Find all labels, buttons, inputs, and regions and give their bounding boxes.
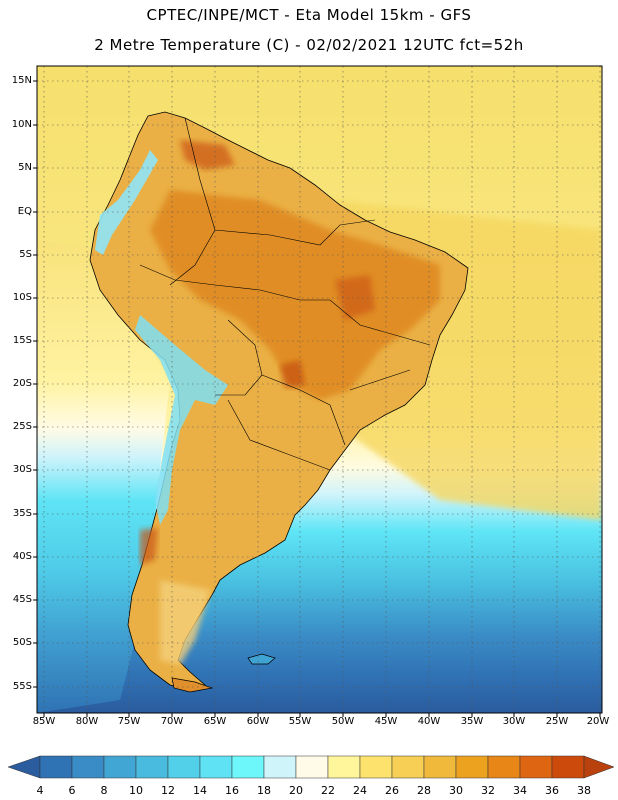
map-title-line-1: CPTEC/INPE/MCT - Eta Model 15km - GFS <box>146 6 472 24</box>
lon-label-45w: 45W <box>374 716 398 727</box>
colorbar-label-26: 26 <box>385 784 399 797</box>
colorbar-arrow-right <box>583 755 615 779</box>
colorbar-label-10: 10 <box>129 784 143 797</box>
country-borders <box>139 117 431 471</box>
lon-label-40w: 40W <box>417 716 441 727</box>
colorbar-seg-3 <box>135 755 169 779</box>
lat-label-eq: EQ <box>17 206 32 217</box>
lon-label-85w: 85W <box>32 716 56 727</box>
colorbar-seg-6 <box>231 755 265 779</box>
patagonia-cool <box>160 580 210 665</box>
colorbar-label-38: 38 <box>577 784 591 797</box>
colorbar-label-18: 18 <box>257 784 271 797</box>
colorbar-seg-11 <box>391 755 425 779</box>
grid-lines <box>37 66 602 713</box>
lon-label-75w: 75W <box>117 716 141 727</box>
colorbar-seg-8 <box>295 755 329 779</box>
lat-label-10n: 10N <box>11 119 32 130</box>
lat-label-5n: 5N <box>18 162 32 173</box>
colorbar-label-8: 8 <box>100 784 108 797</box>
colorbar-seg-7 <box>263 755 297 779</box>
lon-label-80w: 80W <box>75 716 99 727</box>
lon-label-50w: 50W <box>331 716 355 727</box>
lat-label-25s: 25S <box>12 421 32 432</box>
colorbar-label-16: 16 <box>225 784 239 797</box>
colorbar-label-22: 22 <box>321 784 335 797</box>
lat-label-10s: 10S <box>12 292 32 303</box>
colorbar-seg-1 <box>71 755 105 779</box>
colorbar-label-36: 36 <box>545 784 559 797</box>
lat-label-30s: 30S <box>12 464 32 475</box>
temperature-map <box>33 65 603 717</box>
colorbar-seg-12 <box>423 755 457 779</box>
colorbar-label-4: 4 <box>36 784 44 797</box>
axis-ticks <box>33 80 601 717</box>
colorbar-seg-0 <box>39 755 73 779</box>
colorbar-seg-10 <box>359 755 393 779</box>
colorbar-arrow-left <box>7 755 41 779</box>
lat-label-15s: 15S <box>12 335 32 346</box>
colorbar-label-6: 6 <box>68 784 76 797</box>
colorbar-label-20: 20 <box>289 784 303 797</box>
colorbar-seg-2 <box>103 755 137 779</box>
colorbar-seg-4 <box>167 755 201 779</box>
lat-label-5s: 5S <box>19 249 32 260</box>
lat-label-45s: 45S <box>12 594 32 605</box>
colorbar-seg-15 <box>519 755 553 779</box>
colorbar-label-34: 34 <box>513 784 527 797</box>
lat-label-50s: 50S <box>12 637 32 648</box>
colorbar-seg-14 <box>487 755 521 779</box>
lon-label-20w: 20W <box>586 716 610 727</box>
lon-label-70w: 70W <box>160 716 184 727</box>
andes-cold-strip-central <box>135 315 228 525</box>
lat-label-40s: 40S <box>12 551 32 562</box>
lon-label-65w: 65W <box>203 716 227 727</box>
falkland-islands <box>247 653 276 665</box>
colorbar-label-30: 30 <box>449 784 463 797</box>
lon-label-60w: 60W <box>246 716 270 727</box>
hot-region-interior <box>150 190 440 400</box>
hot-core-south <box>280 360 305 388</box>
lat-label-35s: 35S <box>12 508 32 519</box>
lat-label-15n: 15N <box>11 75 32 86</box>
lon-label-55w: 55W <box>288 716 312 727</box>
colorbar-seg-5 <box>199 755 233 779</box>
tierra-del-fuego <box>171 677 214 693</box>
lon-label-30w: 30W <box>502 716 526 727</box>
colorbar-seg-16 <box>551 755 585 779</box>
andes-cold-strip <box>95 150 158 255</box>
colorbar-label-32: 32 <box>481 784 495 797</box>
colorbar-label-24: 24 <box>353 784 367 797</box>
colorbar-label-14: 14 <box>193 784 207 797</box>
colorbar-seg-13 <box>455 755 489 779</box>
colorbar-seg-9 <box>327 755 361 779</box>
map-frame <box>36 65 603 714</box>
lat-label-55s: 55S <box>12 681 32 692</box>
hot-core-argentina <box>140 528 158 565</box>
map-title-line-2: 2 Metre Temperature (C) - 02/02/2021 12U… <box>94 36 524 54</box>
colorbar <box>7 755 615 779</box>
lon-label-35w: 35W <box>460 716 484 727</box>
lon-label-25w: 25W <box>545 716 569 727</box>
hot-core-north <box>180 140 235 170</box>
colorbar-label-12: 12 <box>161 784 175 797</box>
lat-label-20s: 20S <box>12 378 32 389</box>
colorbar-label-28: 28 <box>417 784 431 797</box>
hot-core-central <box>335 275 375 320</box>
